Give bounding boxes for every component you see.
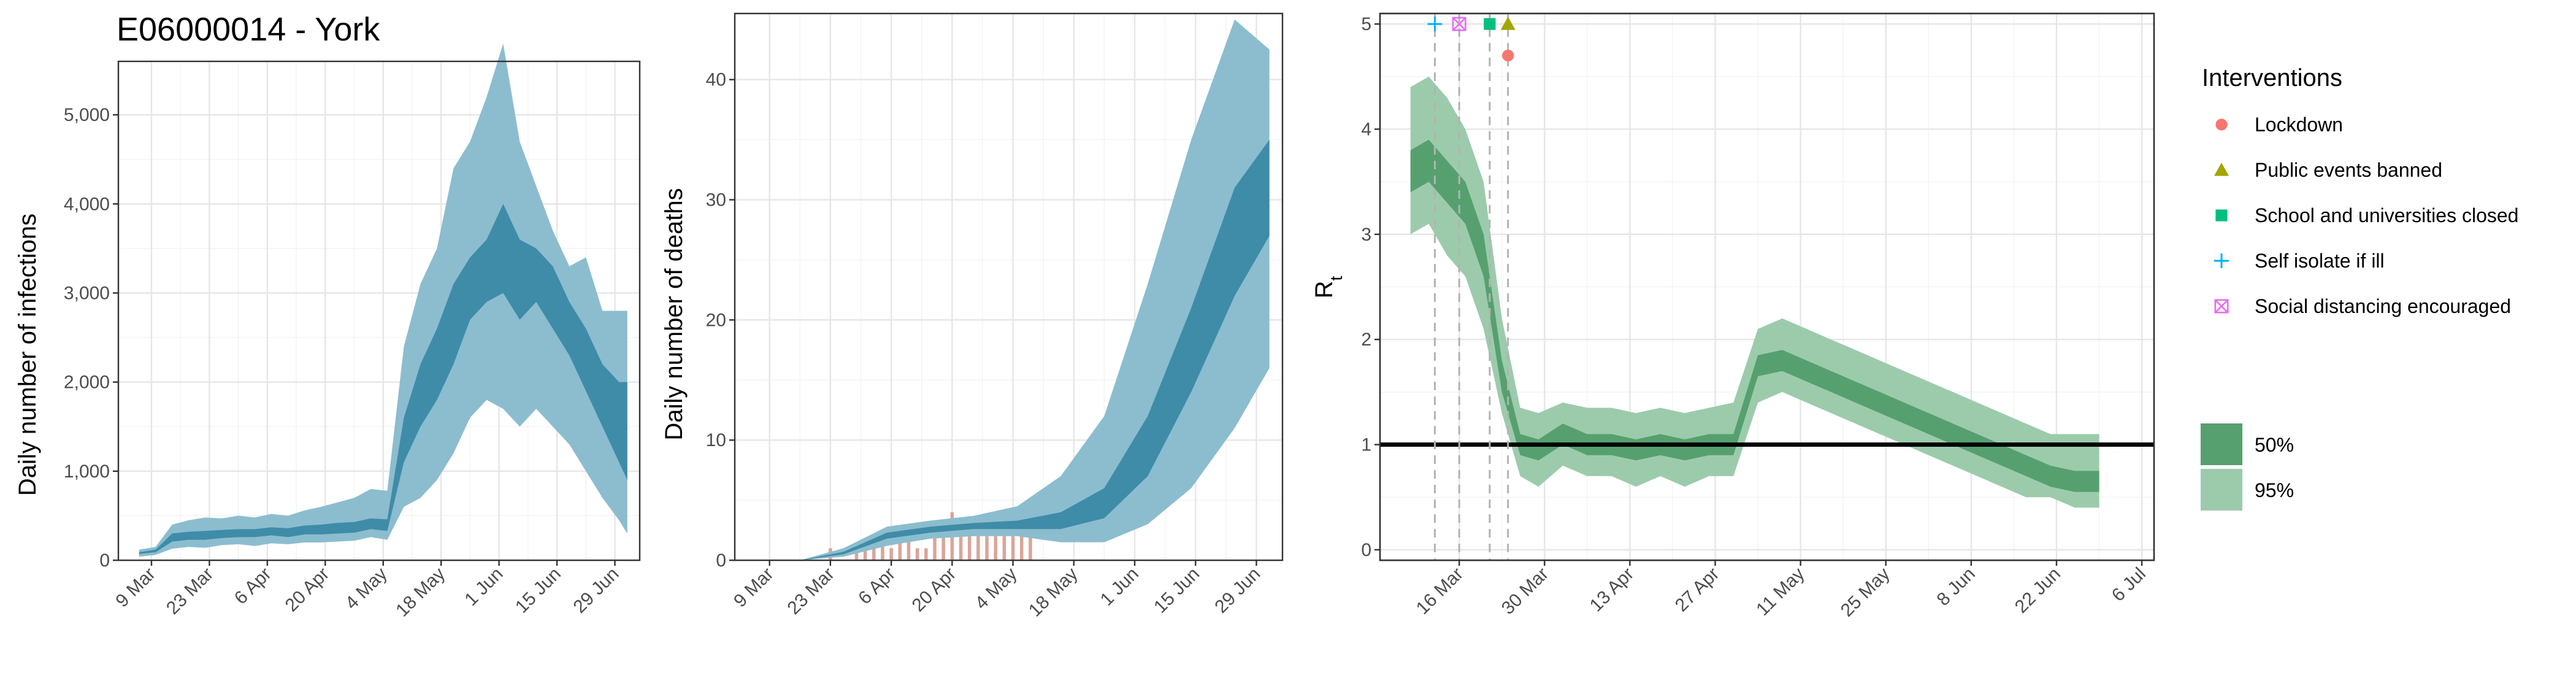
legend-plus-icon [2214,253,2229,268]
death-bar [898,536,902,560]
death-bar [967,536,972,560]
chart-title: E06000014 - York [117,11,380,48]
y-tick-label: 2 [1361,330,1371,350]
death-bar [1002,524,1006,560]
death-bar [863,548,867,560]
y-tick-label: 2,000 [64,372,110,393]
legend-item-label: Social distancing encouraged [2255,295,2511,317]
death-bar [1011,536,1015,560]
legend-item-label: Self isolate if ill [2255,250,2385,272]
death-bar [985,536,989,560]
y-tick-label: 10 [706,430,726,450]
y-tick-label: 5,000 [64,105,110,125]
death-bar [994,536,997,560]
interval-legend: 50% 95% [2201,423,2294,511]
legend-triangle-icon [2214,163,2229,176]
infections-y-axis-title: Daily number of infections [14,214,41,496]
legend-item-label: Public events banned [2255,159,2442,181]
legend-interval-label: 95% [2255,479,2294,501]
95-percent-interval-band [756,19,1270,561]
95-percent-interval-band [139,44,627,557]
legend-interval-swatch [2201,469,2242,511]
y-tick-label: 40 [706,70,726,90]
death-bar [915,548,919,560]
intervention-marker [1484,18,1496,30]
y-tick-label: 3 [1361,225,1371,245]
death-bar [907,536,911,560]
death-bar [1029,524,1032,560]
y-tick-label: 0 [1361,540,1371,560]
y-tick-label: 30 [706,190,726,210]
deaths-y-axis-title: Daily number of deaths [661,188,688,440]
y-tick-label: 4,000 [64,194,110,214]
50-percent-interval-band [756,139,1270,561]
y-tick-label: 1 [1361,435,1371,455]
panel-border [1379,12,2155,561]
legend-item-label: School and universities closed [2255,204,2518,226]
legend-boxx-icon [2214,299,2229,314]
death-bar [881,536,884,560]
intervention-marker [1452,17,1466,31]
death-bar [959,524,963,560]
y-tick-label: 1,000 [64,461,110,482]
death-bar [933,524,937,560]
intervention-marker [1502,49,1514,62]
legend-interval-label: 50% [2255,434,2294,456]
y-tick-label: 0 [99,550,110,571]
95-percent-interval-band [1410,76,2099,508]
y-tick-label: 5 [1361,14,1371,34]
y-tick-label: 4 [1361,119,1371,139]
panel-border [734,12,1284,561]
y-tick-label: 0 [716,550,726,571]
death-bar [924,548,928,560]
death-bar [1020,536,1024,560]
50-percent-interval-band [139,204,627,554]
intervention-marker [1427,17,1443,32]
death-bar [854,548,859,560]
interventions-legend: Lockdown Public events banned School and u… [2214,114,2518,317]
death-bar [889,548,893,560]
legend-circle-icon [2215,118,2228,131]
intervention-marker [1500,17,1516,30]
interventions-legend-title: Interventions [2202,64,2342,91]
death-bar [941,536,945,560]
y-tick-label: 20 [706,310,726,330]
y-tick-label: 3,000 [64,283,110,303]
legend-interval-swatch [2201,423,2242,465]
panel-border [117,60,641,561]
legend-item-label: Lockdown [2255,114,2343,136]
death-bar [976,524,980,560]
legend-square-icon [2215,209,2228,222]
